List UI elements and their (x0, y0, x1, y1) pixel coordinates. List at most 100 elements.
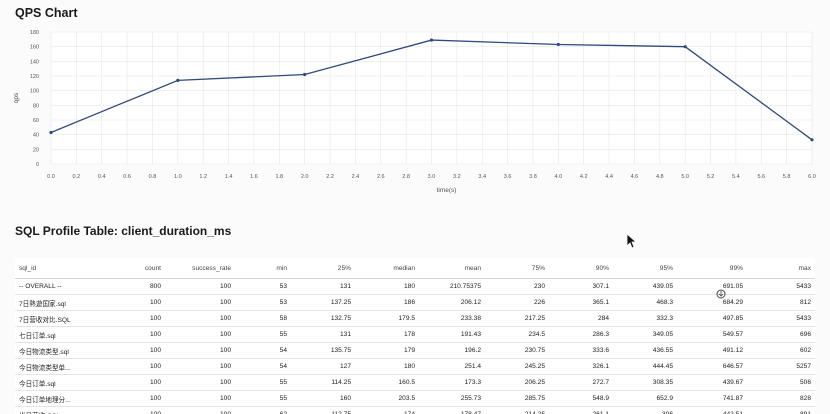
chart-title: QPS Chart (15, 6, 78, 20)
y-tick-label: 80 (33, 103, 39, 109)
sql-profile-table-container: sql_id count success_rate min 25% median mean 7… (15, 258, 815, 414)
table-cell: 506 (747, 374, 815, 391)
column-header: median (355, 258, 419, 279)
mouse-pointer-icon (626, 233, 636, 249)
column-header: 75% (485, 258, 549, 279)
qps-data-point (49, 130, 53, 135)
column-header: max (747, 258, 815, 279)
table-cell: 100 (109, 326, 165, 343)
y-tick-label: 40 (33, 133, 39, 139)
table-cell: 58 (235, 310, 291, 327)
table-cell: 54 (235, 342, 291, 359)
table-cell: 160.5 (355, 374, 419, 391)
y-tick-label: 20 (33, 147, 39, 153)
table-cell: 286.3 (549, 326, 613, 343)
table-cell: 234.5 (485, 326, 549, 343)
x-tick-label: 0.4 (98, 174, 106, 180)
table-row: -- OVERALL -- 800 100 53 131 180 210.75375 230 3… (15, 278, 815, 295)
table-cell: 186 (355, 294, 419, 311)
table-cell: 436.55 (613, 342, 677, 359)
table-cell: 131 (291, 278, 355, 295)
table-cell: 255.73 (419, 390, 485, 407)
table-cell: 132.75 (291, 310, 355, 327)
x-tick-label: 6.0 (808, 174, 816, 180)
table-cell: 今日订单地理分... (15, 390, 109, 407)
table-cell: 53 (235, 278, 291, 295)
y-tick-label: 120 (30, 74, 39, 80)
table-cell: 602 (747, 342, 815, 359)
table-cell: 179.5 (355, 310, 419, 327)
x-tick-label: 2.2 (326, 174, 334, 180)
table-cell: 当日营收.SQL (15, 406, 109, 414)
table-cell: 7日营收对比.SQL (15, 310, 109, 327)
table-cell: 100 (109, 390, 165, 407)
table-cell: 272.7 (549, 374, 613, 391)
table-cell: 497.85 (677, 310, 747, 327)
table-cell: 今日订单.sql (15, 374, 109, 391)
table-cell: 812 (747, 294, 815, 311)
qps-data-point (176, 78, 180, 82)
table-cell: 891 (747, 406, 815, 414)
table-cell: 217.25 (485, 310, 549, 327)
table-cell: 206.12 (419, 294, 485, 311)
qps-data-point (683, 45, 687, 49)
hand-cursor-icon (716, 289, 726, 299)
table-cell: 55 (235, 326, 291, 343)
table-cell: 100 (109, 310, 165, 327)
y-tick-label: 180 (30, 30, 39, 36)
table-cell: 491.12 (677, 342, 747, 359)
table-row: 七日订单.sql 100 100 55 131 178 191.43 234.5 286.3 34… (15, 326, 815, 343)
table-cell: 191.43 (419, 326, 485, 343)
table-cell: 100 (109, 342, 165, 359)
table-cell: 100 (165, 406, 235, 414)
table-cell: 100 (109, 358, 165, 375)
table-header-row: sql_id count success_rate min 25% median mean 7… (15, 258, 815, 279)
table-cell: 828 (747, 390, 815, 407)
qps-data-point (810, 138, 814, 142)
table-cell: 349.05 (613, 326, 677, 343)
x-tick-label: 1.0 (174, 174, 182, 180)
table-cell: 307.1 (549, 278, 613, 295)
qps-data-point (556, 42, 560, 47)
table-cell: 308.35 (613, 374, 677, 391)
table-row: 今日订单.sql 100 100 55 114.25 160.5 173.3 206.25 27… (15, 374, 815, 391)
x-tick-label: 0.8 (149, 174, 157, 180)
column-header: count (109, 258, 165, 279)
table-cell: 230.75 (485, 342, 549, 359)
x-tick-label: 4.6 (631, 174, 639, 180)
table-cell: 62 (235, 406, 291, 414)
table-cell: 100 (109, 374, 165, 391)
table-cell: 549.57 (677, 326, 747, 343)
table-row: 7日营收对比.SQL 100 100 58 132.75 179.5 233.38 217.2… (15, 310, 815, 327)
table-cell: 800 (109, 278, 165, 295)
table-cell: 100 (165, 278, 235, 295)
column-header: success_rate (165, 258, 235, 279)
table-cell: 今日物流类型.sql (15, 342, 109, 359)
y-tick-label: 140 (30, 59, 39, 65)
column-header: 90% (549, 258, 613, 279)
table-cell: 137.25 (291, 294, 355, 311)
x-tick-label: 3.4 (478, 174, 486, 180)
table-cell: 100 (165, 342, 235, 359)
table-cell: 180 (355, 358, 419, 375)
x-axis-label: time(s) (437, 187, 457, 194)
table-cell: 178.47 (419, 406, 485, 414)
x-tick-label: 3.6 (504, 174, 512, 180)
table-cell: 131 (291, 326, 355, 343)
table-cell: 439.05 (613, 278, 677, 295)
table-body: -- OVERALL -- 800 100 53 131 180 210.75375 230 3… (15, 278, 815, 414)
table-cell: 326.1 (549, 358, 613, 375)
table-cell: 100 (165, 374, 235, 391)
column-header: 25% (291, 258, 355, 279)
sql-profile-table: sql_id count success_rate min 25% median mean 7… (15, 258, 815, 414)
table-row: 7日熱遊国家.sql 100 100 53 137.25 186 206.12 226 365.… (15, 294, 815, 311)
y-axis-label: qps (13, 92, 20, 103)
x-tick-label: 4.4 (605, 174, 613, 180)
table-cell: 160 (291, 390, 355, 407)
x-tick-label: 5.8 (783, 174, 791, 180)
table-cell: 439.67 (677, 374, 747, 391)
x-tick-label: 3.2 (453, 174, 461, 180)
table-cell: 114.25 (291, 374, 355, 391)
table-cell: 442.51 (677, 406, 747, 414)
